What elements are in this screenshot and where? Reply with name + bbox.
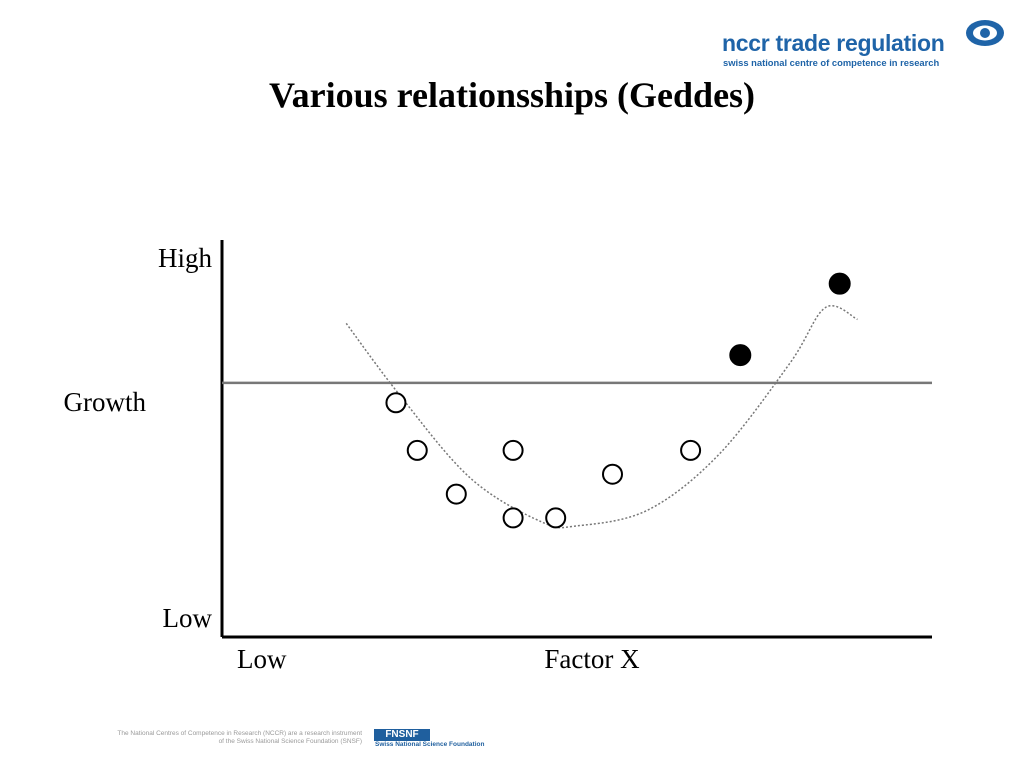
logo-main-text: nccr trade regulation <box>722 30 945 56</box>
open-point-6 <box>602 463 623 485</box>
page-title: Various relationsships (Geddes) <box>268 75 756 115</box>
eye-logo-icon <box>966 20 1004 46</box>
footer-note-line1: The National Centres of Competence in Re… <box>117 730 362 737</box>
filled-point-0 <box>729 344 752 367</box>
y-tick-high: High <box>158 243 213 273</box>
chart-axes <box>220 240 932 639</box>
open-point-7 <box>680 439 702 461</box>
x-axis-label: Factor X <box>544 644 640 674</box>
x-tick-low: Low <box>237 644 287 674</box>
open-point-2 <box>445 483 467 505</box>
y-tick-low: Low <box>163 603 213 633</box>
snsf-logo: FNSNF <box>374 729 430 741</box>
filled-point-1 <box>828 272 851 295</box>
open-point-0 <box>385 392 407 414</box>
y-axis-label: Growth <box>64 387 147 417</box>
trend-curve-group <box>345 305 858 529</box>
logo-sub-text: swiss national centre of competence in r… <box>723 57 940 68</box>
open-point-1 <box>406 439 428 461</box>
data-points-group <box>385 272 851 529</box>
open-point-3 <box>502 439 524 461</box>
u-shaped-trend-curve <box>345 305 858 529</box>
axis-labels-group: High Growth Low Low Factor X <box>64 243 641 674</box>
footer-note: The National Centres of Competence in Re… <box>62 730 362 746</box>
nccr-logo: nccr trade regulation swiss national cen… <box>720 14 1010 70</box>
open-point-4 <box>502 507 524 529</box>
snsf-logo-caption: Swiss National Science Foundation <box>375 741 485 748</box>
footer-note-line2: of the Swiss National Science Foundation… <box>218 738 362 745</box>
open-point-5 <box>545 507 567 529</box>
